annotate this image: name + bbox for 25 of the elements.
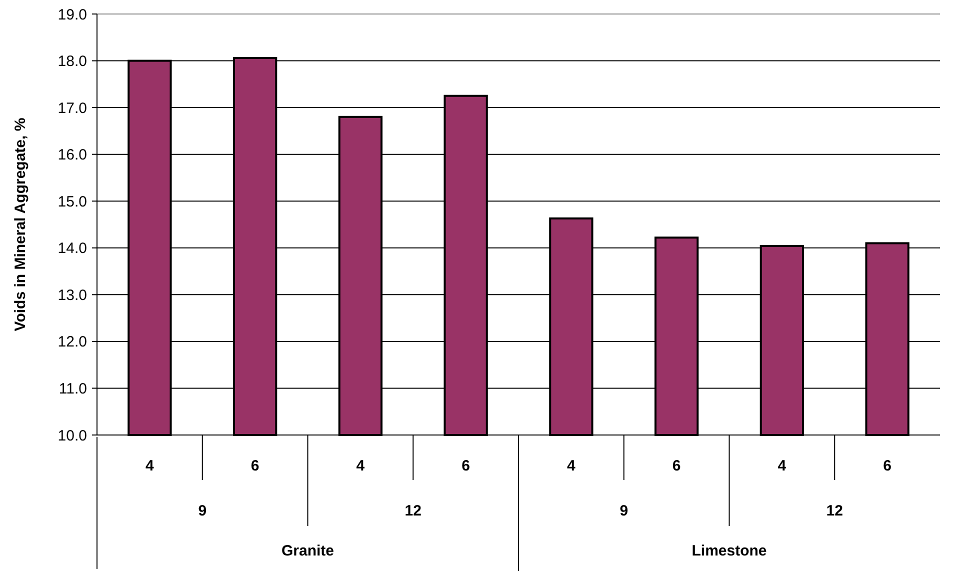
- text: Granite: [281, 542, 334, 560]
- x-tick-label: 6: [672, 457, 681, 474]
- y-tick-label: 11.0: [58, 380, 87, 398]
- x-tick-label: 4: [356, 457, 366, 474]
- x-tick-label: 6: [883, 457, 892, 474]
- y-axis-title: Voids in Mineral Aggregate, %: [12, 118, 29, 332]
- y-tick-label: 14.0: [58, 240, 87, 258]
- x-tick-label: 6: [250, 457, 260, 474]
- y-tick-label: 10.0: [58, 427, 87, 444]
- text: 12: [826, 502, 843, 520]
- y-tick-label: 15.0: [58, 193, 87, 210]
- x-tick-label: 4: [778, 457, 787, 474]
- text: 9: [198, 502, 207, 520]
- y-tick-label: 18.0: [58, 53, 87, 70]
- x-tick-label: 4: [567, 457, 576, 474]
- text: 9: [620, 502, 628, 520]
- y-tick-label: 16.0: [58, 146, 87, 164]
- y-tick-label: 19.0: [58, 6, 87, 24]
- x-tick-label: 6: [462, 457, 470, 474]
- y-tick-label: 13.0: [58, 286, 87, 304]
- y-tick-label: 17.0: [58, 100, 87, 117]
- text: Limestone: [692, 542, 767, 560]
- y-tick-label: 12.0: [58, 334, 87, 351]
- x-tick-label: 4: [146, 457, 155, 474]
- text: 12: [404, 502, 422, 520]
